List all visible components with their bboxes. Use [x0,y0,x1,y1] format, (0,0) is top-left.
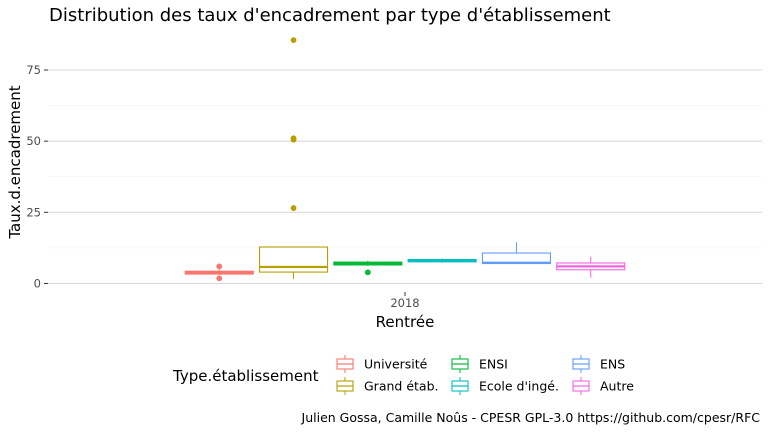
y-axis: 0 25 50 75 [26,63,48,290]
y-axis-title: Taux.d.encadrement [6,85,24,239]
box-body [258,246,329,273]
legend-item: Autre [572,377,634,395]
outlier-point [216,263,223,270]
x-axis: 2018 [390,292,420,310]
legend-label: Université [364,357,428,372]
legend: Université Grand étab. ENSI Ecole d'ingé. EN… [336,355,634,395]
legend-item: ENSI [451,355,508,373]
y-tick-label: 25 [26,205,41,219]
y-tick-label: 0 [34,276,41,290]
legend-label: Ecole d'ingé. [479,379,559,394]
legend-title: Type.établissement [172,367,319,385]
outlier-point [364,269,371,276]
grid-layer [48,69,762,285]
legend-item: Université [336,355,428,373]
box-5 [556,256,626,278]
y-tick-label: 50 [26,134,41,148]
outlier-point [290,136,297,143]
legend-item: Grand étab. [336,377,438,395]
boxes-layer [184,37,626,282]
x-tick-label: 2018 [390,296,419,310]
legend-label: ENSI [479,357,508,372]
x-axis-title: Rentrée [376,313,435,331]
chart-caption: Julien Gossa, Camille Noûs - CPESR GPL-3… [301,410,761,425]
box-0 [184,263,254,282]
legend-label: ENS [600,357,625,372]
outlier-point [290,205,297,211]
legend-item: ENS [572,355,625,373]
box-3 [407,258,477,263]
box-2 [333,260,403,276]
legend-label: Grand étab. [364,379,438,394]
box-4 [481,242,552,265]
y-tick-label: 75 [26,63,41,77]
outlier-point [216,275,223,282]
box-1 [258,37,329,280]
legend-label: Autre [600,379,634,394]
outlier-point [290,37,297,44]
legend-item: Ecole d'ingé. [451,377,559,395]
chart-title: Distribution des taux d'encadrement par … [49,5,611,26]
